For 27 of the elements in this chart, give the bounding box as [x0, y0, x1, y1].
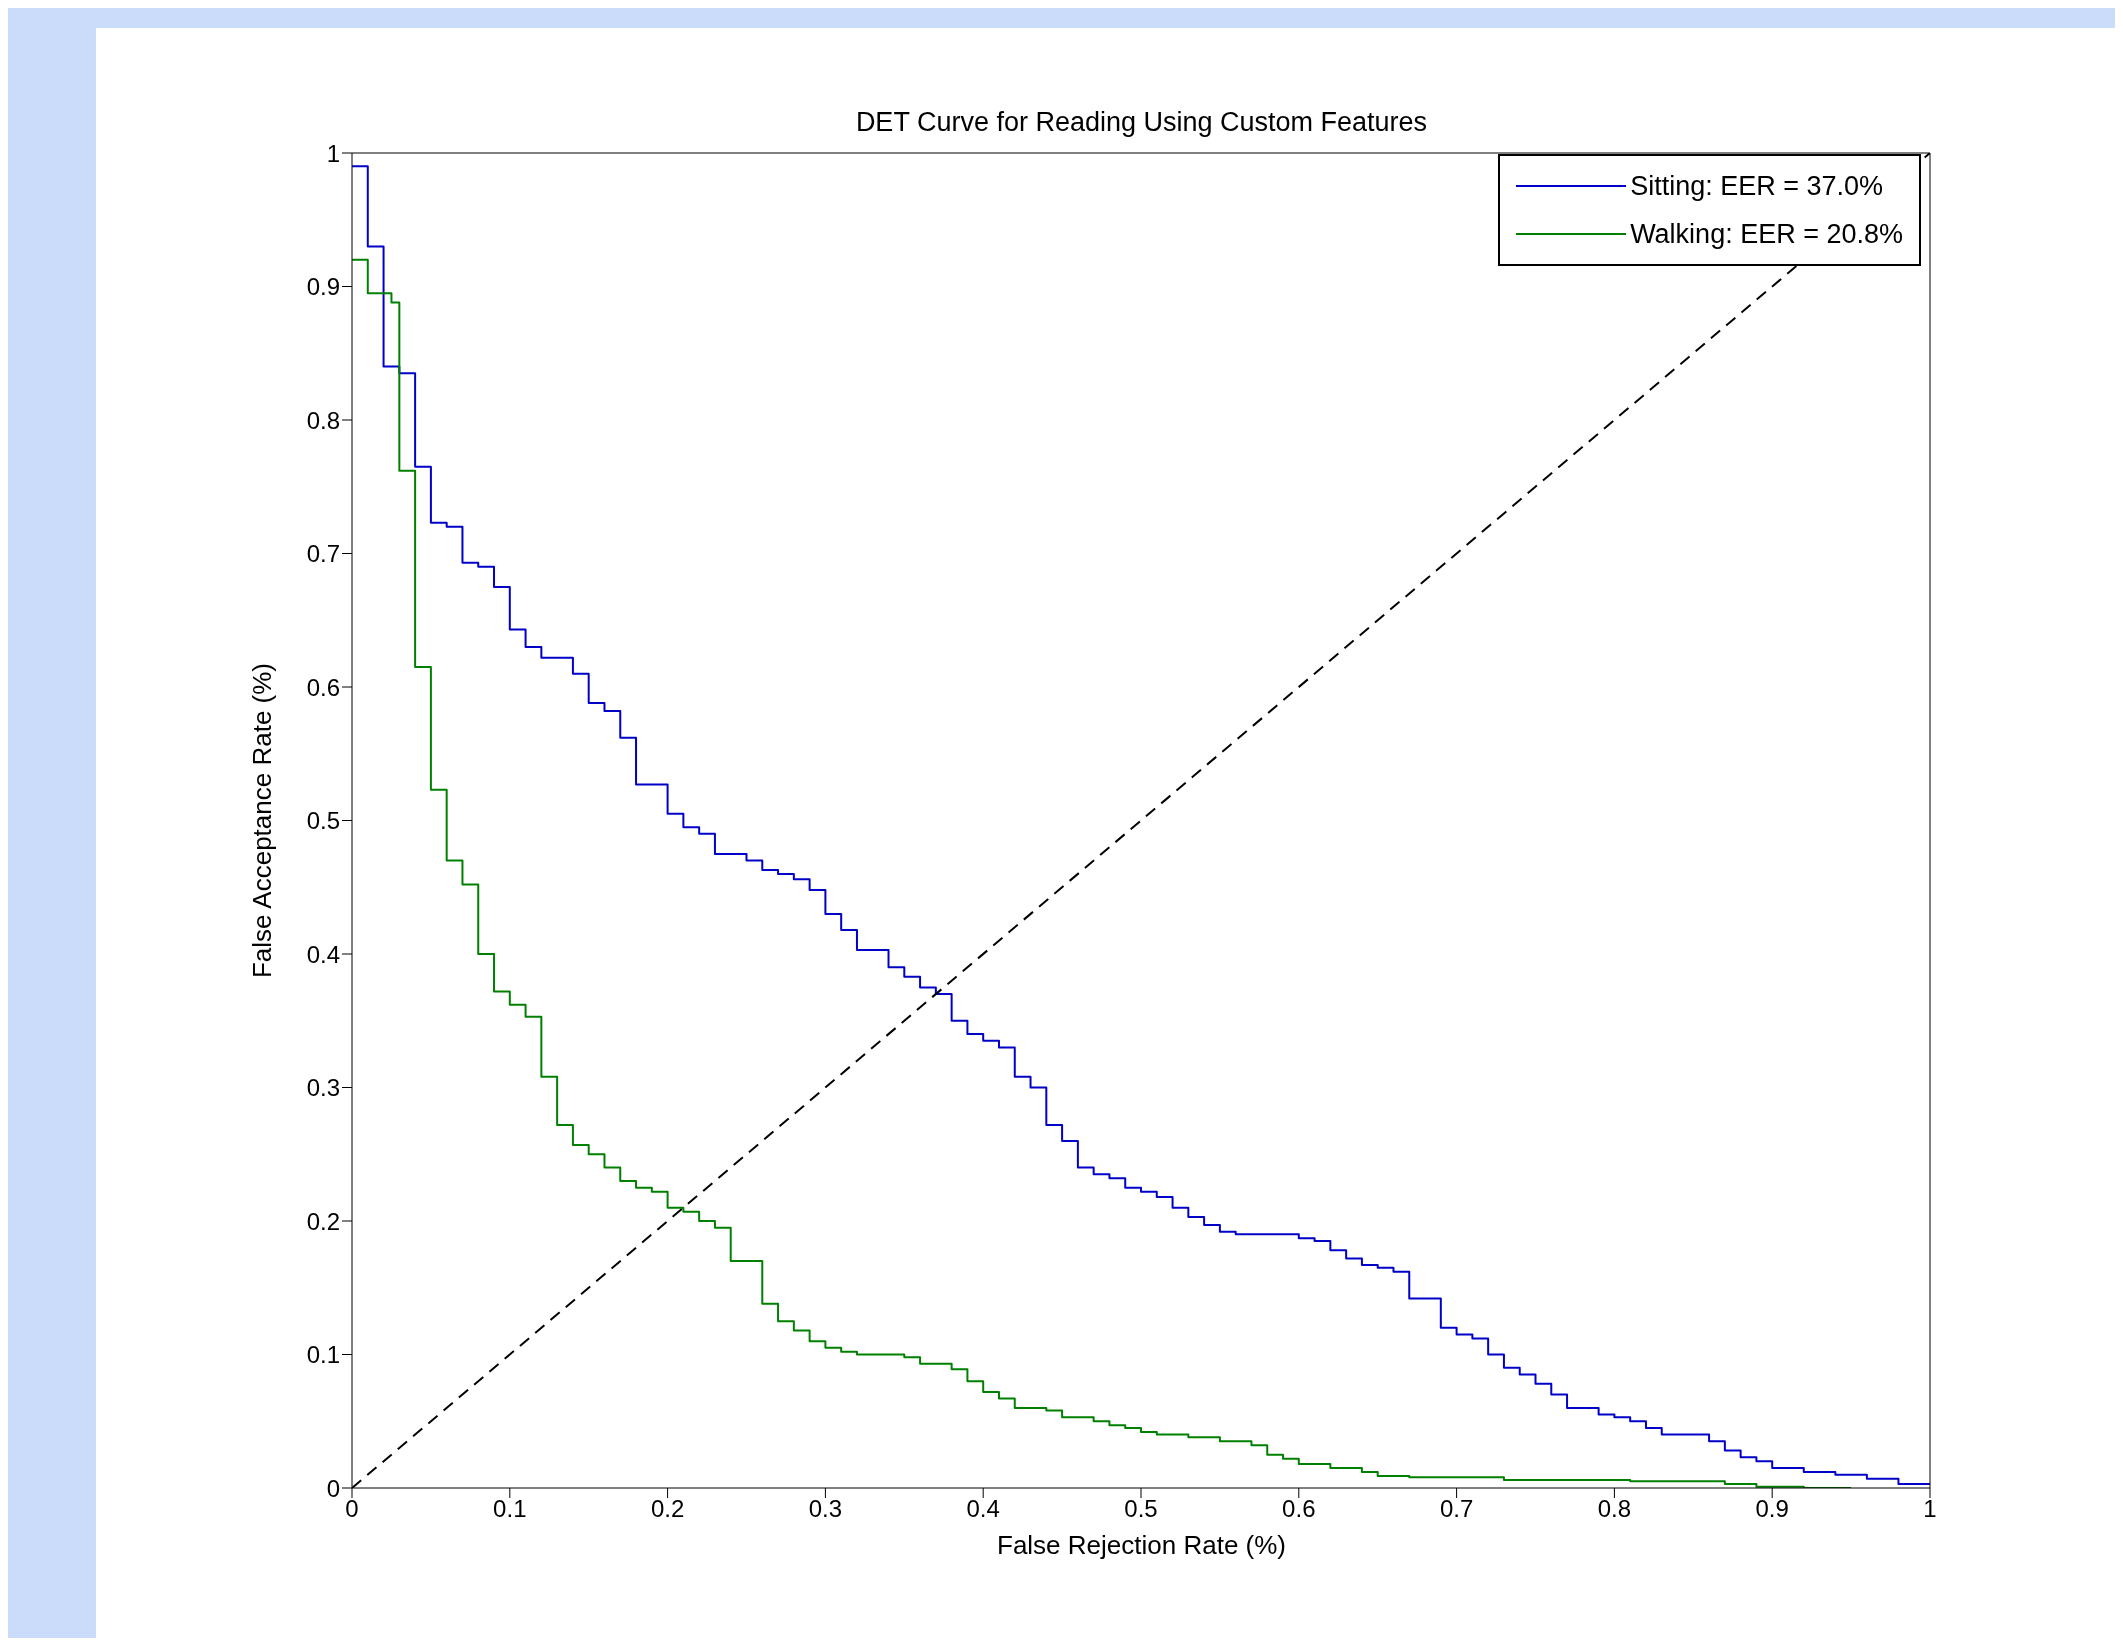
x-tick-label: 0.2 [650, 1495, 685, 1523]
y-tick-label: 0.4 [306, 940, 340, 968]
x-tick-label: 0.5 [1124, 1495, 1158, 1523]
legend-label: Sitting: EER = 37.0% [1630, 170, 1884, 203]
x-tick-label: 0.3 [808, 1495, 843, 1523]
y-tick-label: 0.7 [306, 540, 340, 568]
x-axis-title: False Rejection Rate (%) [996, 1530, 1287, 1561]
y-tick-label: 0.6 [306, 673, 340, 701]
x-tick-label: 0.8 [1597, 1495, 1632, 1523]
y-tick-label: 1 [326, 139, 340, 167]
y-tick-label: 0.9 [306, 273, 340, 301]
x-tick-label: 0.6 [1282, 1495, 1316, 1523]
y-tick-label: 0.3 [306, 1074, 340, 1102]
y-axis-title: False Acceptance Rate (%) [247, 662, 278, 979]
chart-title: DET Curve for Reading Using Custom Features [854, 107, 1429, 138]
y-tick-label: 0.8 [306, 406, 340, 434]
y-tick-label: 0 [326, 1474, 340, 1502]
legend-label: Walking: EER = 20.8% [1630, 218, 1903, 251]
x-tick-label: 0.4 [966, 1495, 1000, 1523]
y-tick-label: 0.2 [306, 1207, 340, 1235]
y-tick-label: 0.5 [306, 807, 340, 835]
x-tick-label: 0 [345, 1495, 359, 1523]
x-tick-label: 0.1 [493, 1495, 527, 1523]
x-tick-label: 0.7 [1439, 1495, 1474, 1523]
y-tick-label: 0.1 [306, 1341, 340, 1369]
x-tick-label: 0.9 [1755, 1495, 1789, 1523]
x-tick-label: 1 [1923, 1495, 1937, 1523]
